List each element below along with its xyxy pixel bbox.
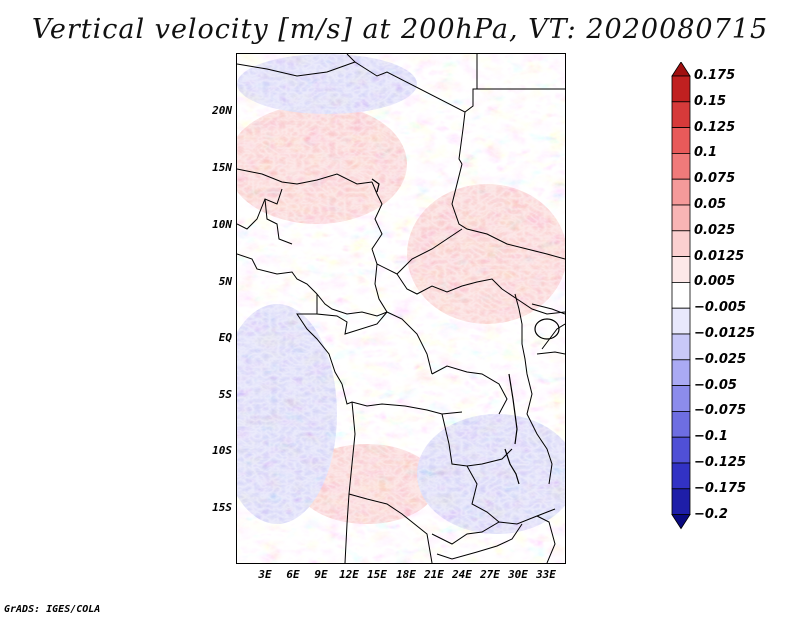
lon-label-9e: 9E (314, 568, 328, 581)
colorbar-swatch (671, 127, 691, 154)
colorbar-swatch (671, 204, 691, 232)
colorbar-swatch (671, 333, 691, 361)
country-borders (237, 54, 565, 563)
lat-label-10n: 10N (212, 218, 232, 231)
chart-title: Vertical velocity [m/s] at 200hPa, VT: 2… (31, 14, 769, 45)
colorbar-label: −0.025 (694, 351, 747, 367)
colorbar-label: 0.005 (694, 274, 736, 290)
colorbar-label: −0.05 (694, 377, 737, 393)
lat-label-15s: 15S (212, 501, 232, 514)
lat-label-20n: 20N (212, 104, 232, 117)
lat-label-10s: 10S (212, 444, 232, 457)
lon-label-18e: 18E (396, 568, 416, 581)
colorbar-swatch (671, 307, 691, 335)
lat-label-eq: EQ (218, 331, 232, 344)
colorbar-swatch (671, 153, 691, 180)
colorbar-label: 0.05 (694, 197, 727, 212)
colorbar-swatch (671, 75, 691, 103)
colorbar-swatch (671, 359, 691, 386)
colorbar-label: −0.125 (694, 455, 747, 470)
colorbar-label: −0.2 (694, 506, 728, 522)
colorbar-swatch (671, 230, 691, 258)
colorbar-swatch (671, 462, 691, 490)
lat-label-5s: 5S (218, 388, 232, 401)
colorbar-label: −0.005 (694, 300, 747, 316)
colorbar-swatch (671, 410, 691, 438)
map-panel (236, 53, 566, 564)
colorbar-label: −0.175 (694, 480, 747, 496)
colorbar-swatch (671, 256, 691, 283)
colorbar-label: −0.1 (694, 429, 728, 445)
colorbar-label: 0.075 (694, 171, 736, 187)
lon-label-21e: 21E (424, 568, 444, 581)
lon-label-24e: 24E (452, 568, 472, 581)
colorbar-swatch (671, 178, 691, 206)
colorbar-swatch (671, 101, 691, 128)
colorbar-bottom-arrow (671, 514, 691, 530)
colorbar-label: −0.075 (694, 403, 747, 419)
colorbar-label: 0.125 (694, 119, 736, 135)
colorbar-label: 0.175 (694, 68, 736, 83)
lon-label-33e: 33E (536, 568, 556, 581)
colorbar-label: −0.0125 (694, 326, 756, 341)
lon-label-3e: 3E (258, 568, 272, 581)
lon-label-27e: 27E (480, 568, 500, 581)
lon-label-6e: 6E (286, 568, 300, 581)
lon-label-30e: 30E (508, 568, 528, 581)
colorbar (671, 62, 691, 530)
colorbar-top-arrow (671, 62, 691, 77)
colorbar-label: 0.0125 (694, 248, 745, 264)
colorbar-swatch (671, 385, 691, 412)
colorbar-swatch (671, 436, 691, 464)
lon-label-15e: 15E (367, 568, 387, 581)
lat-label-5n: 5N (218, 275, 232, 288)
colorbar-label: 0.15 (694, 93, 727, 109)
lat-label-15n: 15N (212, 161, 232, 174)
colorbar-swatch (671, 281, 691, 309)
lon-label-12e: 12E (339, 568, 359, 581)
colorbar-label: 0.025 (694, 222, 736, 238)
colorbar-label: 0.1 (694, 145, 718, 161)
vertical-velocity-field (237, 54, 565, 563)
footer-credit: GrADS: IGES/COLA (4, 604, 101, 615)
lakes (371, 178, 560, 485)
colorbar-swatch (671, 488, 691, 515)
